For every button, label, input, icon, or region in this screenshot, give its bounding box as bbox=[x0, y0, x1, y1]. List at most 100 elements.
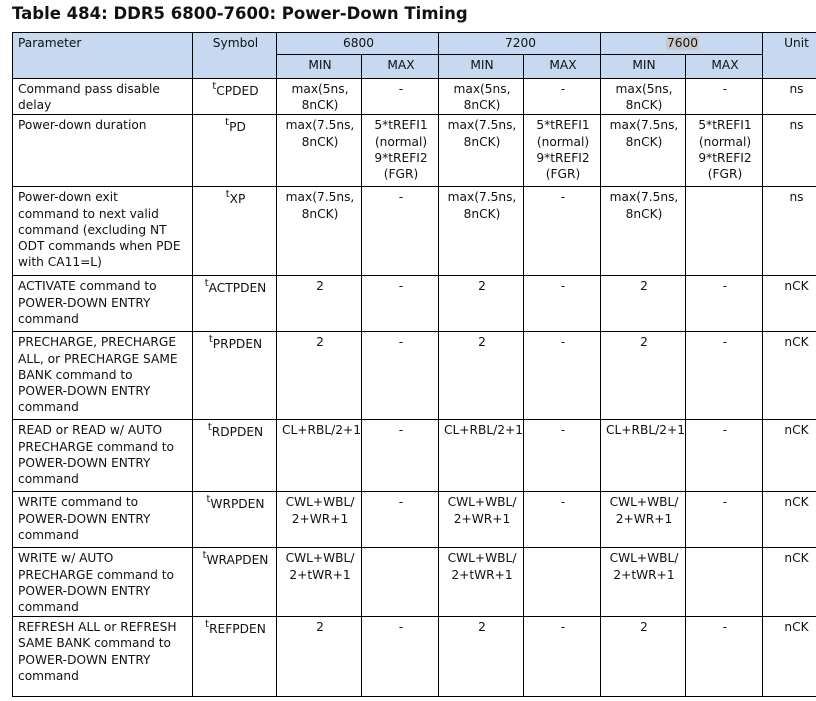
symbol-text: tCPDED bbox=[212, 81, 258, 99]
header-speed-7600: 7600 bbox=[600, 32, 763, 55]
value-cell-min-7200: CL+RBL/2+1 bbox=[438, 419, 524, 493]
cell-line: - bbox=[722, 82, 728, 96]
cell-line: max(7.5ns, bbox=[285, 118, 355, 133]
cell-line: max(7.5ns, bbox=[285, 190, 355, 205]
unit-cell: nCK bbox=[762, 275, 816, 333]
page-bottom-edge bbox=[0, 697, 816, 701]
unit-cell: nCK bbox=[762, 491, 816, 549]
symbol-name: CPDED bbox=[216, 84, 259, 98]
cell-line: - bbox=[560, 335, 566, 350]
value-cell-max-7600 bbox=[685, 547, 763, 618]
cell-line: POWER-DOWN ENTRY bbox=[18, 455, 151, 470]
symbol-name: REFPDEN bbox=[209, 622, 266, 637]
parameter-cell: Power-down exit command to next valid comm… bbox=[12, 186, 193, 277]
value-cell-max-6800: - bbox=[361, 491, 439, 549]
value-cell-max-7600: - bbox=[685, 77, 763, 116]
cell-line: POWER-DOWN ENTRY bbox=[18, 652, 151, 667]
symbol-prefix: t bbox=[206, 494, 211, 506]
value-cell-max-6800: - bbox=[361, 77, 439, 116]
header-max-7600: MAX bbox=[685, 54, 763, 79]
cell-line: 8nCK) bbox=[463, 134, 501, 149]
parameter-cell: ACTIVATE command to POWER-DOWN ENTRY comma… bbox=[12, 275, 193, 333]
symbol-prefix: t bbox=[205, 619, 210, 631]
parameter-cell: PRECHARGE, PRECHARGE ALL, or PRECHARGE SA… bbox=[12, 331, 193, 421]
cell-line: CWL+WBL/ bbox=[447, 495, 517, 510]
value-cell-max-6800 bbox=[361, 547, 439, 618]
value-cell-max-7200: 5*tREFI1 (normal) 9*tREFI2 (FGR) bbox=[523, 114, 601, 188]
cell-line: 2+tWR+1 bbox=[289, 567, 351, 582]
value-cell-min-6800: CL+RBL/2+1 bbox=[276, 419, 362, 493]
cell-line: max(5ns, bbox=[453, 82, 511, 96]
cell-line: 8nCK) bbox=[463, 98, 501, 113]
cell-line: with CA11=L) bbox=[18, 255, 102, 270]
symbol-prefix: t bbox=[208, 334, 213, 346]
cell-line: (normal) bbox=[698, 134, 752, 149]
cell-line: POWER-DOWN ENTRY bbox=[18, 384, 151, 399]
symbol-name: ACTPDEN bbox=[208, 281, 267, 296]
cell-line: CL+RBL/2+1 bbox=[444, 423, 523, 438]
symbol-text: tREFPDEN bbox=[205, 619, 266, 637]
value-cell-max-7200: - bbox=[523, 275, 601, 333]
value-cell-max-7600: - bbox=[685, 275, 763, 333]
cell-line: 2 bbox=[478, 335, 486, 350]
cell-line: PRECHARGE command to bbox=[18, 439, 174, 454]
header-row-speeds: Parameter Symbol 6800 7200 7600 Unit bbox=[12, 32, 816, 79]
value-cell-max-7200: - bbox=[523, 616, 601, 698]
cell-line: - bbox=[398, 279, 404, 294]
unit-cell: nCK bbox=[762, 331, 816, 421]
cell-line: (FGR) bbox=[707, 167, 743, 182]
symbol-cell: tREFPDEN bbox=[192, 616, 277, 698]
cell-line: 8nCK) bbox=[301, 206, 339, 221]
cell-line: - bbox=[560, 190, 566, 205]
cell-line: 2+tWR+1 bbox=[613, 567, 675, 582]
cell-line: WRITE w/ AUTO bbox=[18, 551, 114, 566]
value-cell-min-7600: 2 bbox=[600, 331, 686, 421]
cell-line: - bbox=[722, 620, 728, 635]
header-row-minmax: MIN MAX MIN MAX MIN MAX bbox=[13, 54, 816, 79]
value-cell-min-7600: max(7.5ns, 8nCK) bbox=[600, 114, 686, 188]
cell-line: CL+RBL/2+1 bbox=[282, 423, 361, 438]
parameter-cell: READ or READ w/ AUTO PRECHARGE command to… bbox=[12, 419, 193, 493]
symbol-text: tWRPDEN bbox=[207, 494, 265, 512]
unit-cell: ns bbox=[762, 77, 816, 116]
cell-line: Power-down exit bbox=[18, 190, 118, 205]
header-parameter: Parameter bbox=[12, 32, 193, 79]
cell-line: command bbox=[18, 400, 79, 415]
header-symbol: Symbol bbox=[192, 32, 277, 79]
value-cell-max-7600 bbox=[685, 186, 763, 277]
unit-cell: ns bbox=[762, 114, 816, 188]
cell-line: - bbox=[398, 423, 404, 438]
cell-line: - bbox=[560, 82, 566, 96]
symbol-cell: tWRPDEN bbox=[192, 491, 277, 549]
symbol-name: WRPDEN bbox=[210, 497, 265, 512]
value-cell-min-6800: max(7.5ns, 8nCK) bbox=[276, 186, 362, 277]
symbol-cell: tPRPDEN bbox=[192, 331, 277, 421]
cell-line: - bbox=[560, 620, 566, 635]
value-cell-min-7600: CWL+WBL/2+WR+1 bbox=[600, 491, 686, 549]
cell-line: command bbox=[18, 527, 79, 542]
cell-line: 9*tREFI2 bbox=[698, 150, 752, 165]
symbol-name: WRAPDEN bbox=[206, 553, 269, 568]
symbol-text: tPD bbox=[225, 117, 246, 135]
cell-line: 8nCK) bbox=[625, 134, 663, 149]
value-cell-min-6800: 2 bbox=[276, 275, 362, 333]
value-cell-min-7600: CL+RBL/2+1 bbox=[600, 419, 686, 493]
header-unit: Unit bbox=[762, 32, 816, 79]
cell-line: 2 bbox=[478, 279, 486, 294]
value-cell-max-6800: - bbox=[361, 275, 439, 333]
value-cell-min-7200: max(7.5ns, 8nCK) bbox=[438, 186, 524, 277]
value-cell-min-7200: 2 bbox=[438, 331, 524, 421]
value-cell-max-6800: - bbox=[361, 186, 439, 277]
cell-line: (normal) bbox=[536, 134, 590, 149]
cell-line: - bbox=[398, 495, 404, 510]
value-cell-max-7600: - bbox=[685, 419, 763, 493]
header-speed-7200: 7200 bbox=[438, 32, 601, 55]
table-row: ACTIVATE command to POWER-DOWN ENTRY comma… bbox=[12, 275, 816, 333]
parameter-cell: REFRESH ALL or REFRESH SAME BANK command … bbox=[12, 616, 193, 698]
cell-line: max(7.5ns, bbox=[447, 118, 517, 133]
symbol-cell: tRDPDEN bbox=[192, 419, 277, 493]
value-cell-min-7200: 2 bbox=[438, 275, 524, 333]
cell-line: max(7.5ns, bbox=[609, 190, 679, 205]
header-min-7600: MIN bbox=[600, 54, 686, 79]
cell-line: 9*tREFI2 bbox=[374, 150, 428, 165]
